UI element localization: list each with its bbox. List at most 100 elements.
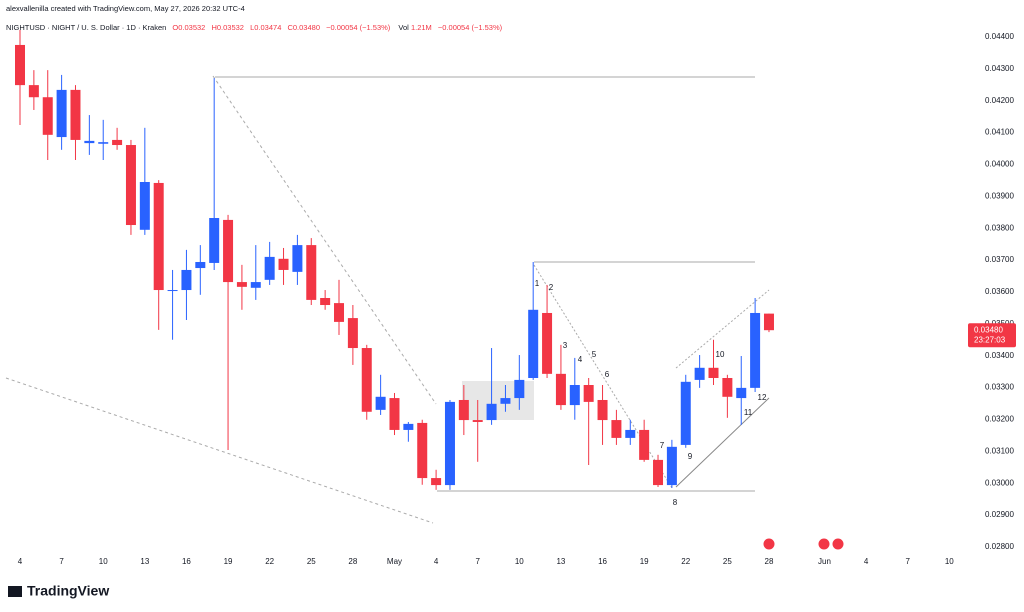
candle-body bbox=[28, 85, 39, 98]
x-tick-label: 28 bbox=[348, 557, 357, 566]
ohlc-open: O0.03532 bbox=[172, 23, 205, 32]
candle-body bbox=[389, 398, 400, 430]
candle-body bbox=[500, 398, 511, 404]
candle-body bbox=[542, 312, 553, 374]
x-tick-label: 7 bbox=[905, 557, 910, 566]
wave-label: 2 bbox=[549, 283, 554, 292]
y-tick-label: 0.04200 bbox=[985, 96, 1014, 105]
x-tick-label: 28 bbox=[765, 557, 774, 566]
candle-body bbox=[278, 258, 289, 270]
candle-body bbox=[195, 261, 206, 269]
candle-body bbox=[42, 97, 53, 135]
candle-body bbox=[569, 385, 580, 406]
candle-body bbox=[708, 367, 719, 378]
candle-body bbox=[514, 379, 525, 399]
candle-body bbox=[320, 298, 331, 306]
ohlc-low: L0.03474 bbox=[250, 23, 281, 32]
y-tick-label: 0.03400 bbox=[985, 351, 1014, 360]
ohlc-change: −0.00054 (−1.53%) bbox=[326, 23, 391, 32]
candle-body bbox=[763, 313, 774, 331]
y-tick-label: 0.03100 bbox=[985, 446, 1014, 455]
volume-value: 1.21M bbox=[411, 23, 432, 32]
wave-label: 10 bbox=[716, 350, 725, 359]
volume-label: Vol bbox=[398, 23, 409, 32]
x-tick-label: 7 bbox=[475, 557, 480, 566]
candle-body bbox=[750, 312, 761, 388]
ohlc-high: H0.03532 bbox=[211, 23, 244, 32]
brand: TradingView bbox=[8, 583, 109, 599]
y-tick-label: 0.03600 bbox=[985, 287, 1014, 296]
wave-label: 12 bbox=[758, 393, 767, 402]
candle-body bbox=[583, 385, 594, 402]
symbol-legend: NIGHTUSD · NIGHT / U. S. Dollar · 1D · K… bbox=[6, 23, 503, 32]
candle-body bbox=[555, 373, 566, 406]
x-tick-label: 13 bbox=[556, 557, 565, 566]
candle-body bbox=[361, 348, 372, 412]
candle-body bbox=[250, 282, 261, 288]
candle-body bbox=[417, 422, 428, 479]
candle-body bbox=[680, 381, 691, 445]
channel-line bbox=[675, 397, 770, 488]
y-tick-label: 0.03700 bbox=[985, 255, 1014, 264]
y-tick-label: 0.04000 bbox=[985, 160, 1014, 169]
x-tick-label: May bbox=[387, 557, 402, 566]
wave-label: 3 bbox=[563, 341, 568, 350]
wave-label: 5 bbox=[592, 350, 597, 359]
candle-body bbox=[70, 89, 81, 140]
candle-body bbox=[98, 142, 109, 144]
candle-body bbox=[292, 245, 303, 272]
x-tick-label: 25 bbox=[307, 557, 316, 566]
wave-label: 9 bbox=[688, 452, 693, 461]
x-tick-label: 4 bbox=[864, 557, 869, 566]
candle-body bbox=[486, 403, 497, 421]
x-tick-label: 4 bbox=[434, 557, 439, 566]
wave-label: 11 bbox=[744, 408, 753, 417]
y-tick-label: 0.03000 bbox=[985, 478, 1014, 487]
symbol-title: NIGHTUSD · NIGHT / U. S. Dollar · 1D · K… bbox=[6, 23, 166, 32]
candle-body bbox=[625, 429, 636, 438]
candle-body bbox=[653, 459, 664, 486]
y-tick-label: 0.04100 bbox=[985, 128, 1014, 137]
ohlc-close: C0.03480 bbox=[287, 23, 320, 32]
candle-body bbox=[375, 396, 386, 410]
attribution: alexvallenilla created with TradingView.… bbox=[6, 4, 245, 13]
candle-body bbox=[458, 399, 469, 421]
wave-label: 8 bbox=[673, 498, 678, 507]
wave-label: 6 bbox=[605, 370, 610, 379]
candle-body bbox=[167, 290, 178, 292]
x-tick-label: 16 bbox=[182, 557, 191, 566]
x-tick-label: 22 bbox=[265, 557, 274, 566]
candle-body bbox=[403, 423, 414, 430]
candle-body bbox=[125, 145, 136, 226]
last-price-label: 0.03480 bbox=[974, 325, 1003, 334]
x-tick-label: Jun bbox=[818, 557, 831, 566]
y-tick-label: 0.03300 bbox=[985, 383, 1014, 392]
candle-body bbox=[153, 182, 164, 291]
event-icon bbox=[762, 537, 776, 551]
candle-body bbox=[722, 377, 733, 397]
candle-body bbox=[306, 245, 317, 300]
event-icons bbox=[762, 537, 845, 551]
x-tick-label: 25 bbox=[723, 557, 732, 566]
brand-name: TradingView bbox=[27, 583, 109, 599]
x-tick-label: 22 bbox=[681, 557, 690, 566]
y-tick-label: 0.03800 bbox=[985, 223, 1014, 232]
candle-body bbox=[15, 44, 25, 86]
candle-body bbox=[139, 181, 150, 230]
y-tick-label: 0.02800 bbox=[985, 542, 1014, 551]
candle-body bbox=[472, 420, 483, 422]
candle-body bbox=[347, 318, 358, 349]
candle-body bbox=[56, 89, 67, 138]
wave-label: 4 bbox=[578, 355, 583, 364]
brand-logo bbox=[8, 586, 22, 597]
x-tick-label: 7 bbox=[59, 557, 64, 566]
volume-change: −0.00054 (−1.53%) bbox=[438, 23, 503, 32]
candle-body bbox=[639, 429, 650, 460]
y-tick-label: 0.04400 bbox=[985, 32, 1014, 41]
x-tick-label: 19 bbox=[640, 557, 649, 566]
x-tick-label: 19 bbox=[224, 557, 233, 566]
wave-label: 1 bbox=[535, 279, 540, 288]
